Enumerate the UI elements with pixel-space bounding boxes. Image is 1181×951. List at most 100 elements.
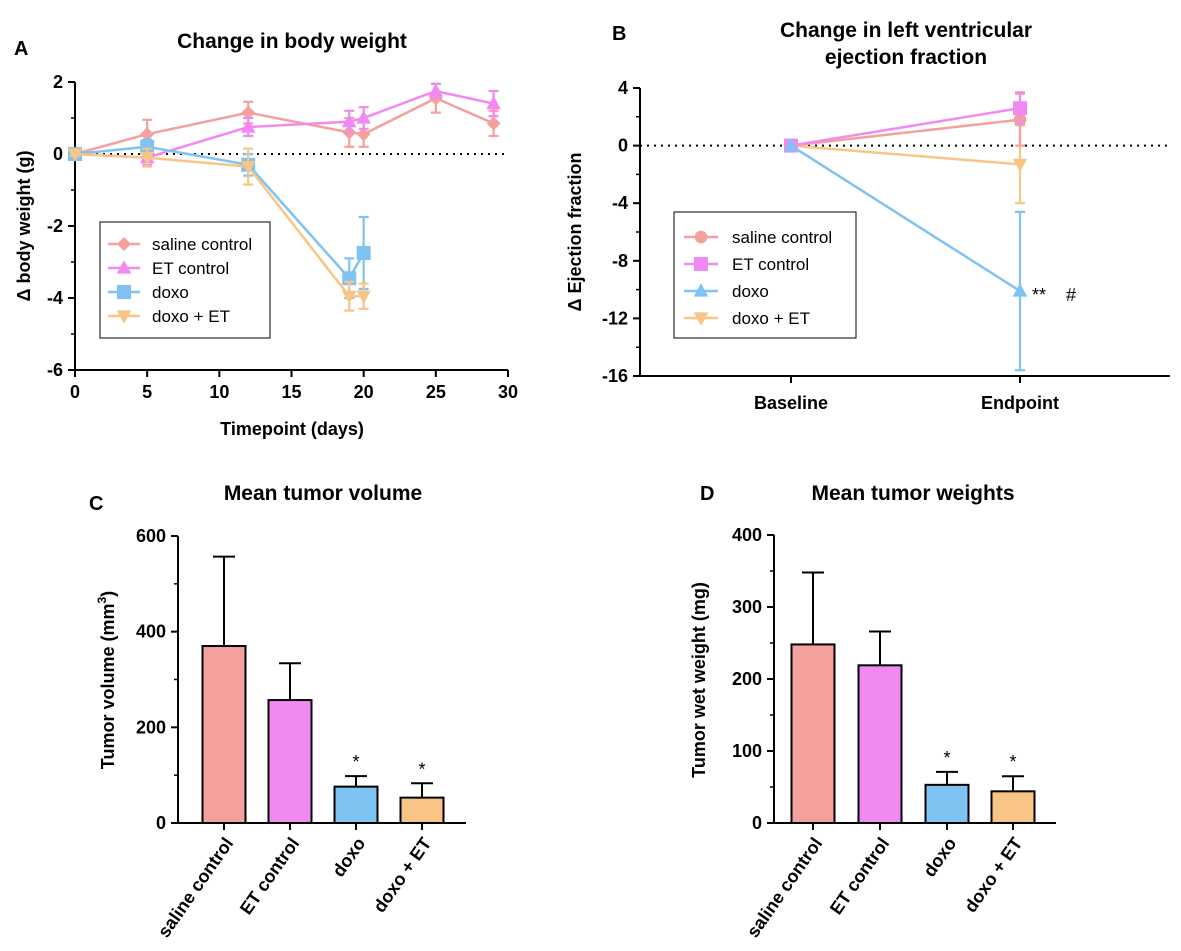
panel-b-ytick-label: -8: [612, 251, 628, 271]
panel-a-point-doxo: [356, 246, 371, 260]
panel-a-xlabel: Timepoint (days): [220, 419, 364, 439]
panel-a-legend-label-doxo-et: doxo + ET: [152, 307, 230, 326]
panel-d-ytick-label: 400: [732, 525, 762, 545]
panel-b-legend-marker-doxo: [693, 283, 709, 297]
panel-a-point-doxo-et: [240, 161, 256, 175]
panel-c-xtick-label-et-control: ET control: [236, 834, 303, 918]
panel-b-line-doxo: [790, 144, 1021, 293]
panel-c-ytick-label: 400: [136, 622, 166, 642]
panel-a: A Change in body weight Δ body weight (g…: [14, 30, 518, 439]
panel-d: D Mean tumor weights Tumor wet weight (m…: [689, 482, 1056, 941]
panel-b-point-doxo-et: [1012, 158, 1028, 173]
panel-d-ytick-label: 0: [752, 813, 762, 833]
panel-b-ytick-label: -4: [612, 193, 628, 213]
panel-b-ytick-label: 0: [618, 136, 628, 156]
panel-d-significance-doxo: *: [943, 748, 950, 768]
panel-b-ytick-label: 4: [618, 78, 628, 98]
panel-d-bars: * *: [790, 571, 1036, 825]
panel-a-xtick-label: 30: [498, 382, 518, 402]
panel-d-bar-doxo-et: [990, 790, 1036, 825]
panel-d-xtick-label-doxo: doxo: [919, 834, 960, 881]
panel-a-point-saline-control: [486, 116, 501, 131]
panel-b-point-doxo: [1012, 283, 1028, 297]
panel-b-xtick-label-endpoint: Endpoint: [981, 393, 1059, 413]
panel-c-ylabel-sup: 3: [95, 597, 109, 604]
panel-b-annotation-double-star: **: [1032, 285, 1046, 305]
panel-b-point-et-control: [1013, 101, 1027, 116]
panel-b-legend-marker-doxo-et: [693, 312, 709, 326]
panel-a-ylabel: Δ body weight (g): [14, 151, 34, 302]
panel-b-ytick-label: -16: [602, 366, 628, 386]
panel-b: B Change in left ventricular ejection fr…: [565, 19, 1170, 413]
panel-d-ytick-label: 300: [732, 597, 762, 617]
panel-a-xtick-label: 0: [70, 382, 80, 402]
panel-a-point-et-control: [428, 83, 444, 97]
panel-b-axes: -16 -12 -8 -4 0 4 Baseline Endpoint: [602, 78, 1170, 413]
panel-d-label: D: [700, 483, 714, 505]
panel-b-label: B: [612, 23, 626, 45]
panel-a-label: A: [14, 38, 28, 60]
panel-a-series: [67, 82, 501, 312]
panel-a-point-doxo-et: [341, 290, 357, 304]
panel-a-xtick-label: 5: [142, 382, 152, 402]
panel-a-point-doxo: [140, 139, 155, 154]
panel-b-ytick-label: -12: [602, 308, 628, 328]
panel-b-xtick-label-baseline: Baseline: [754, 393, 828, 413]
panel-a-legend: saline control ET control doxo doxo + ET: [99, 221, 271, 339]
panel-a-xtick-label: 25: [426, 382, 446, 402]
panel-c-significance-doxo: *: [352, 752, 359, 772]
panel-b-line-doxo-et: [790, 144, 1021, 166]
panel-c-label: C: [89, 493, 103, 515]
panel-c-ytick-label: 200: [136, 717, 166, 737]
panel-a-ytick-label: -2: [47, 216, 63, 236]
panel-a-point-doxo-et: [67, 148, 83, 162]
panel-d-title: Mean tumor weights: [811, 482, 1014, 505]
panel-d-ytick-label: 100: [732, 741, 762, 761]
panel-d-xtick-label-doxo-et: doxo + ET: [960, 834, 1026, 916]
panel-d-bar-et-control: [857, 664, 903, 824]
panel-a-point-saline-control: [140, 127, 155, 142]
panel-a-ytick-label: -6: [47, 360, 63, 380]
panel-c-xtick-label-doxo-et: doxo + ET: [369, 834, 435, 916]
panel-a-point-saline-control: [356, 127, 371, 142]
panel-d-bar-saline-control: [790, 643, 836, 824]
panel-b-legend: saline control ET control doxo doxo + ET: [673, 211, 857, 339]
panel-c-bars: * *: [201, 555, 445, 825]
panel-a-ytick-label: -4: [47, 288, 63, 308]
panel-d-xtick-label-et-control: ET control: [826, 834, 893, 918]
panel-c-xtick-label-doxo: doxo: [328, 834, 369, 881]
panel-b-line-et-control: [790, 106, 1021, 147]
panel-c: C Mean tumor volume Tumor volume (mm3) 0…: [89, 482, 466, 941]
panel-a-point-doxo-et: [356, 290, 372, 304]
panel-c-bar-doxo-et: [399, 796, 445, 824]
panel-a-xtick-label: 10: [209, 382, 229, 402]
panel-a-ytick-label: 2: [53, 72, 63, 92]
panel-b-line-saline-control: [790, 118, 1021, 147]
panel-b-legend-label-doxo: doxo: [732, 282, 769, 301]
panel-c-ylabel-end: ): [98, 591, 118, 597]
panel-a-legend-label-et-control: ET control: [152, 259, 229, 278]
panel-c-xtick-label-saline-control: saline control: [154, 834, 238, 941]
panel-b-legend-marker-et-control: [694, 257, 708, 271]
panel-c-ylabel-text: Tumor volume (mm: [98, 604, 118, 770]
panel-a-ytick-label: 0: [53, 144, 63, 164]
panel-a-point-et-control: [341, 113, 357, 128]
panel-b-legend-label-doxo-et: doxo + ET: [732, 309, 810, 328]
panel-b-legend-label-saline-control: saline control: [732, 228, 832, 247]
panel-a-point-saline-control: [241, 105, 256, 120]
panel-a-point-et-control: [240, 119, 256, 133]
panel-a-point-et-control: [356, 110, 372, 124]
panel-a-title: Change in body weight: [177, 30, 407, 53]
panel-c-ytick-label: 600: [136, 526, 166, 546]
panel-a-legend-marker-saline-control: [117, 237, 131, 251]
panel-b-ylabel: Δ Ejection fraction: [565, 153, 585, 312]
panel-a-xtick-label: 20: [354, 382, 374, 402]
panel-b-point-doxo: [783, 137, 799, 152]
panel-a-legend-label-doxo: doxo: [152, 283, 189, 302]
panel-b-title-line1: Change in left ventricular: [780, 19, 1032, 42]
panel-c-bar-et-control: [267, 699, 313, 825]
panel-d-bar-doxo: [924, 783, 970, 825]
panel-c-bar-saline-control: [201, 645, 247, 824]
